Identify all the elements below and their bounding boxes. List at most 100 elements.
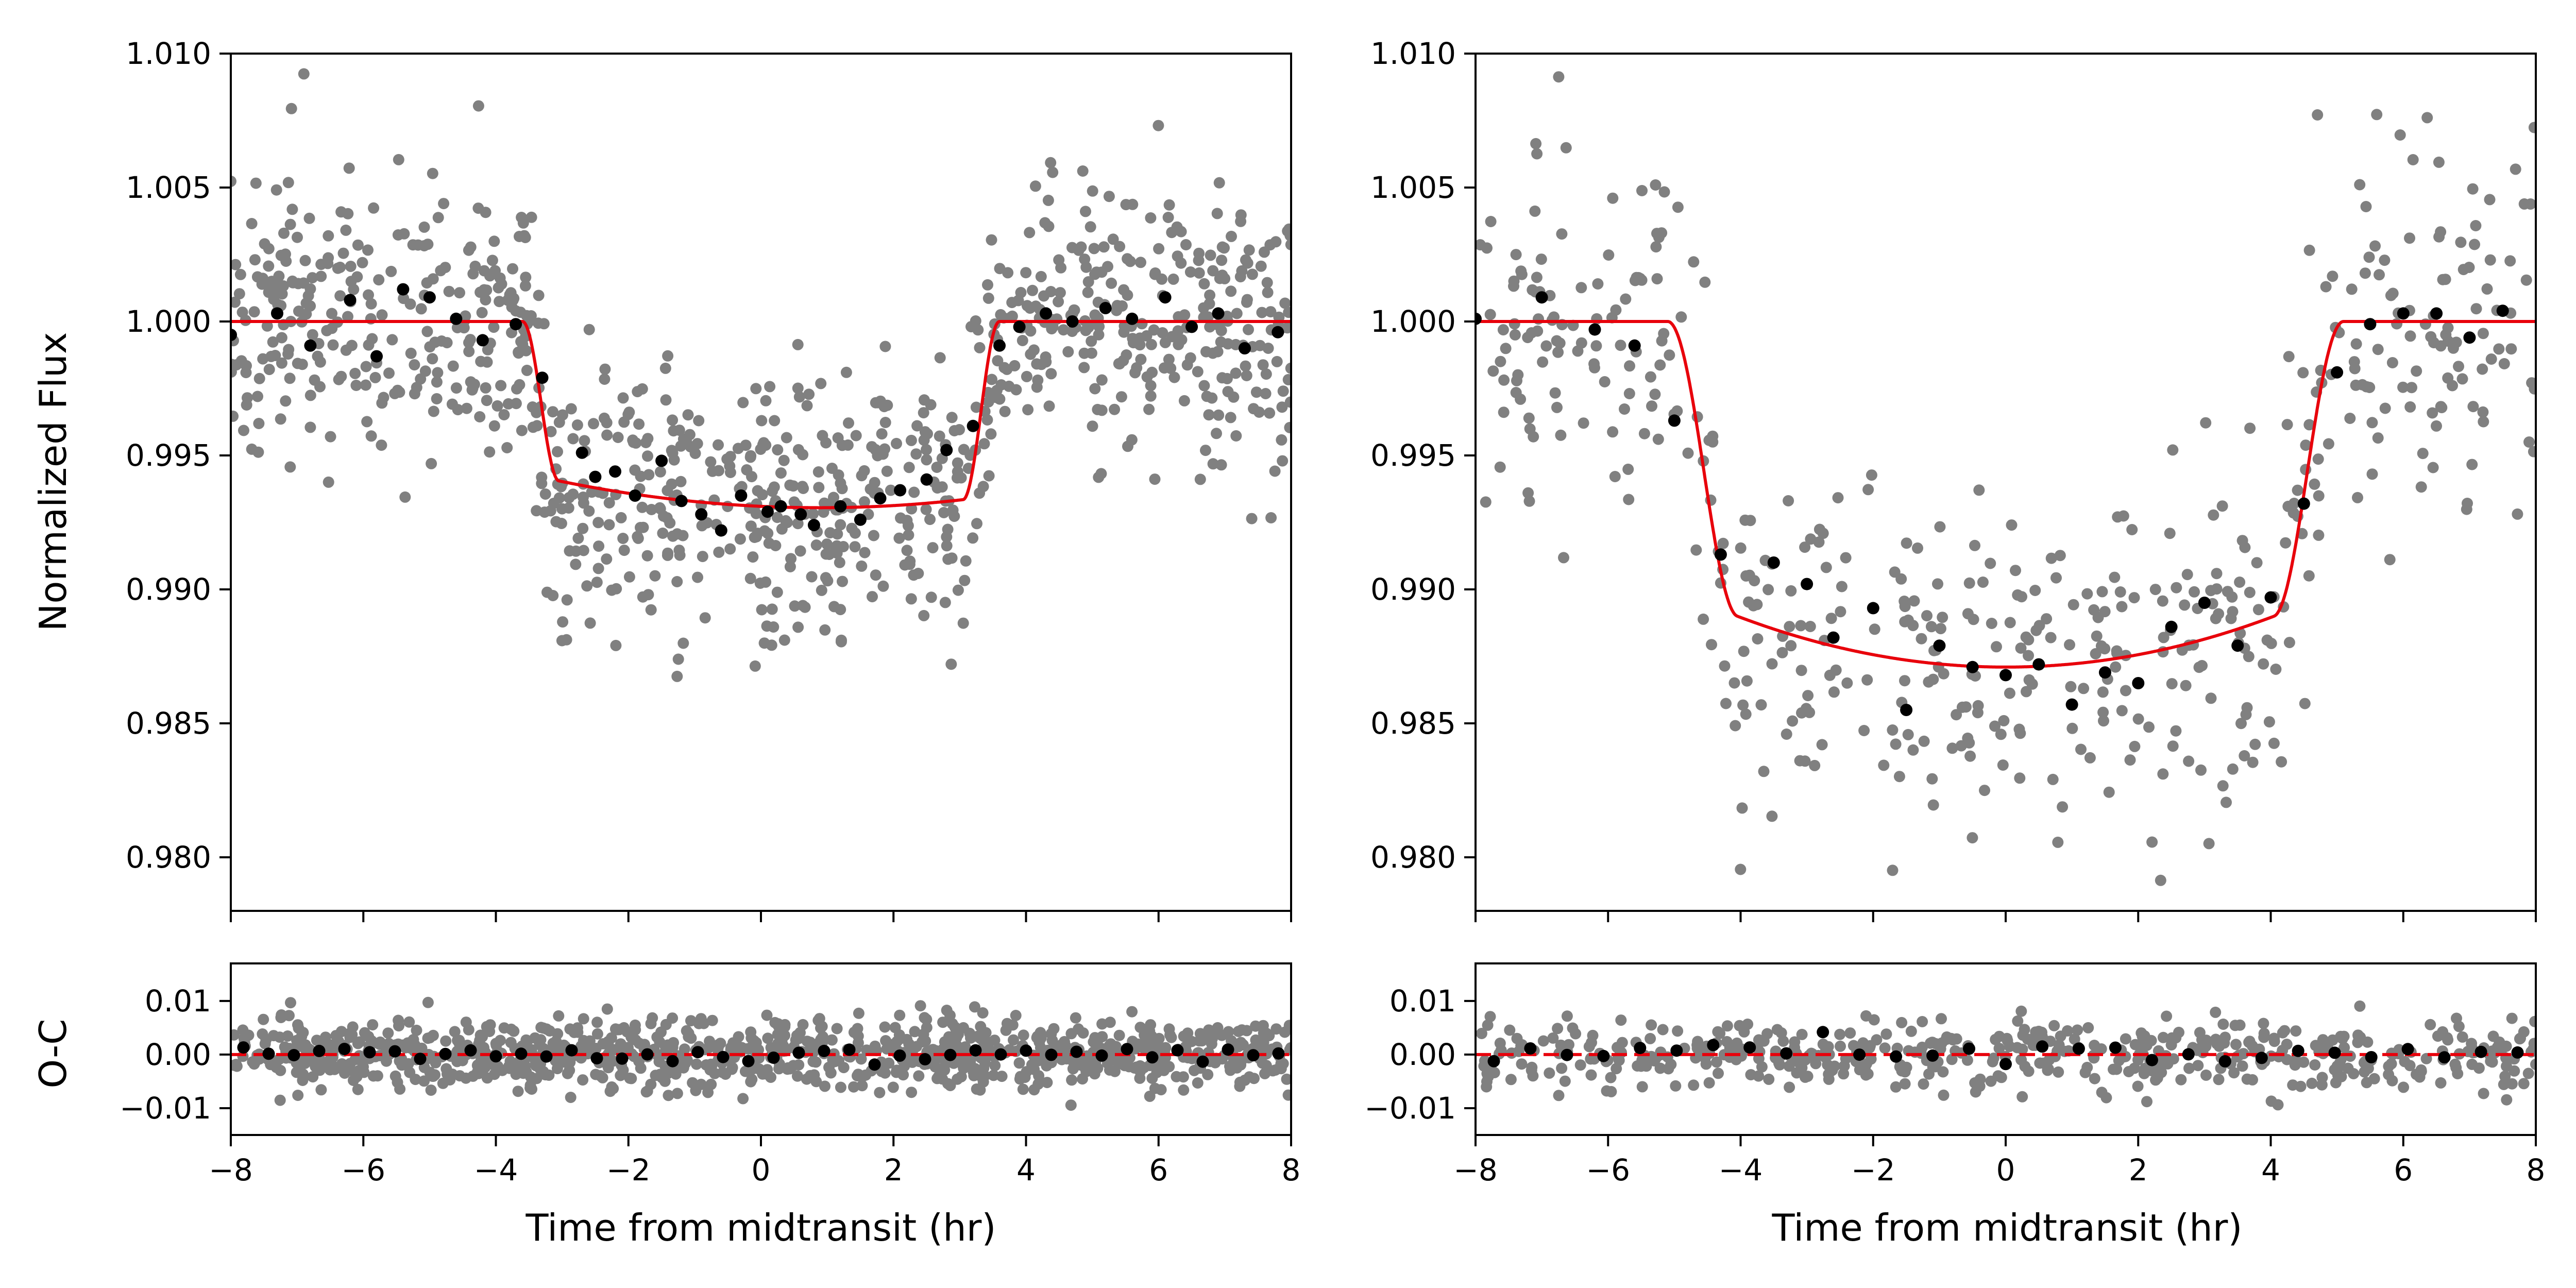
raw-point [325, 431, 336, 443]
raw-point [2251, 557, 2263, 569]
raw-point [707, 465, 718, 477]
raw-point [275, 413, 286, 425]
raw-point [1498, 406, 1510, 418]
raw-point [952, 466, 963, 478]
raw-point [2276, 756, 2287, 768]
raw-point [760, 576, 772, 588]
raw-point [411, 1024, 422, 1036]
raw-point [1263, 1030, 1275, 1042]
binned-residual [1707, 1039, 1720, 1052]
raw-point [1265, 512, 1277, 523]
raw-point [263, 260, 275, 272]
raw-point [2440, 329, 2452, 341]
raw-point [533, 290, 545, 301]
raw-point [312, 350, 324, 362]
raw-point [801, 400, 813, 412]
raw-point [662, 485, 673, 497]
raw-point [571, 419, 583, 431]
raw-point [1692, 1037, 1704, 1049]
raw-point [303, 212, 315, 224]
raw-point [1730, 720, 1741, 732]
raw-point [911, 420, 923, 432]
raw-point [498, 409, 510, 420]
raw-point [1816, 739, 1828, 751]
raw-point [422, 996, 434, 1008]
raw-point [645, 604, 657, 616]
raw-point [797, 1019, 809, 1030]
raw-point [1285, 362, 1291, 374]
raw-point [726, 1062, 738, 1074]
raw-point [617, 392, 629, 404]
raw-point [775, 467, 787, 479]
binned-points [231, 283, 1284, 537]
raw-point [493, 282, 504, 294]
raw-point [350, 380, 362, 391]
raw-point [516, 425, 528, 436]
raw-point [368, 202, 380, 214]
raw-point [1834, 1028, 1846, 1040]
raw-point [1257, 1039, 1268, 1051]
raw-point [948, 1029, 960, 1041]
raw-point [1045, 368, 1057, 380]
raw-point [2249, 738, 2261, 750]
raw-point [2486, 1045, 2498, 1057]
raw-point [1029, 180, 1041, 192]
raw-point [959, 574, 971, 586]
raw-point [426, 457, 437, 469]
raw-point [1241, 296, 1252, 308]
binned-residual [2365, 1051, 2378, 1063]
raw-point [1107, 233, 1119, 245]
raw-point [2435, 401, 2447, 413]
raw-point [1010, 384, 1022, 396]
raw-point [1159, 336, 1171, 348]
raw-point [835, 1081, 846, 1093]
raw-point [2183, 1062, 2195, 1074]
raw-point [781, 432, 792, 444]
raw-point [2015, 1054, 2027, 1066]
binned-point [655, 454, 668, 467]
raw-point [598, 412, 610, 424]
raw-point [2466, 1042, 2478, 1054]
raw-point [1020, 267, 1032, 279]
raw-point [2523, 436, 2535, 448]
raw-point [2004, 617, 2016, 629]
raw-point [469, 260, 481, 272]
raw-point [2435, 1077, 2447, 1089]
raw-point [2241, 1073, 2253, 1085]
raw-point [2452, 1068, 2464, 1079]
raw-point [513, 347, 524, 359]
raw-point [724, 543, 736, 555]
raw-point [1583, 1041, 1595, 1053]
raw-point [2506, 1078, 2518, 1090]
raw-point [1784, 621, 1795, 633]
x-tick-label: 4 [1016, 1153, 1036, 1188]
raw-point [856, 470, 868, 482]
raw-point [2075, 743, 2087, 755]
binned-residual [1743, 1041, 1756, 1054]
raw-point [867, 591, 878, 603]
binned-point [1999, 669, 2012, 682]
raw-point [241, 399, 252, 411]
raw-point [1531, 272, 1543, 283]
raw-point [272, 299, 284, 311]
raw-point [1143, 403, 1155, 415]
raw-point [938, 507, 950, 518]
raw-point [2033, 620, 2045, 632]
raw-point [843, 417, 854, 429]
raw-point [1234, 271, 1246, 283]
raw-point [787, 480, 799, 492]
raw-point [2414, 1071, 2426, 1083]
raw-point [1822, 1059, 1834, 1071]
raw-point [418, 240, 430, 251]
raw-point [280, 395, 292, 407]
raw-point [606, 1081, 618, 1093]
raw-point [1820, 562, 1832, 573]
raw-point [1675, 311, 1687, 323]
raw-point [1555, 429, 1567, 441]
binned-residual [1561, 1048, 1573, 1061]
binned-point [1900, 704, 1913, 716]
raw-point [238, 1032, 250, 1044]
raw-point [1964, 750, 1976, 762]
raw-point [1706, 639, 1717, 651]
raw-point [1646, 1019, 1657, 1031]
